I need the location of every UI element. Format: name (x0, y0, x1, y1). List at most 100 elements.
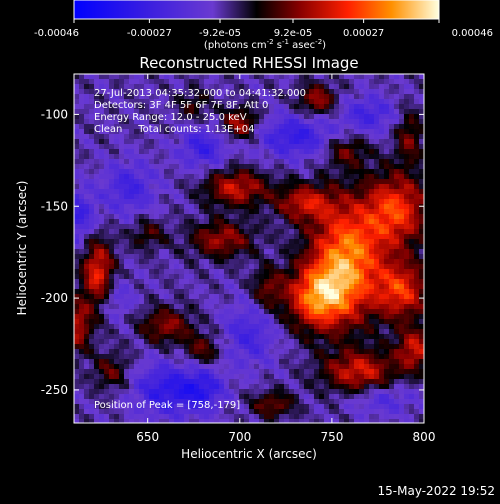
heatmap-cell (264, 239, 270, 245)
heatmap-cell (214, 114, 220, 120)
heatmap-cell (99, 209, 105, 215)
heatmap-cell (274, 179, 280, 185)
heatmap-cell (254, 274, 260, 280)
heatmap-cell (214, 129, 220, 135)
heatmap-cell (184, 229, 190, 235)
heatmap-cell (119, 179, 125, 185)
heatmap-cell (129, 79, 135, 85)
heatmap-cell (229, 164, 235, 170)
heatmap-cell (229, 144, 235, 150)
heatmap-cell (149, 129, 155, 135)
heatmap-cell (254, 174, 260, 180)
heatmap-cell (384, 219, 390, 225)
heatmap-cell (89, 339, 95, 345)
heatmap-cell (419, 154, 424, 160)
heatmap-cell (324, 314, 330, 320)
heatmap-cell (289, 219, 295, 225)
heatmap-cell (249, 144, 255, 150)
y-tick-label: -150 (41, 199, 68, 213)
heatmap-cell (124, 184, 130, 190)
heatmap-cell (174, 224, 180, 230)
heatmap-cell (279, 79, 285, 85)
heatmap-cell (324, 269, 330, 275)
heatmap-cell (399, 104, 405, 110)
heatmap-cell (219, 219, 225, 225)
heatmap-cell (244, 324, 250, 330)
heatmap-cell (124, 379, 130, 385)
heatmap-cell (319, 419, 325, 423)
heatmap-cell (414, 109, 420, 115)
heatmap-cell (364, 374, 370, 380)
heatmap-cell (174, 399, 180, 405)
heatmap-cell (249, 249, 255, 255)
heatmap-cell (334, 114, 340, 120)
heatmap-cell (264, 149, 270, 155)
heatmap-cell (74, 419, 80, 423)
heatmap-cell (139, 144, 145, 150)
heatmap-cell (224, 129, 230, 135)
heatmap-cell (404, 99, 410, 105)
heatmap-cell (229, 339, 235, 345)
heatmap-cell (329, 314, 335, 320)
heatmap-cell (154, 349, 160, 355)
heatmap-cell (394, 109, 400, 115)
heatmap-cell (214, 194, 220, 200)
heatmap-cell (179, 239, 185, 245)
heatmap-cell (359, 94, 365, 100)
heatmap-cell (369, 269, 375, 275)
heatmap-cell (234, 324, 240, 330)
heatmap-cell (149, 154, 155, 160)
heatmap-cell (314, 204, 320, 210)
heatmap-cell (304, 324, 310, 330)
heatmap-cell (124, 284, 130, 290)
heatmap-cell (374, 419, 380, 423)
heatmap-cell (344, 344, 350, 350)
heatmap-cell (149, 274, 155, 280)
heatmap-cell (89, 324, 95, 330)
heatmap-cell (89, 129, 95, 135)
heatmap-cell (304, 74, 310, 80)
heatmap-cell (244, 144, 250, 150)
heatmap-cell (214, 209, 220, 215)
heatmap-cell (129, 399, 135, 405)
heatmap-cell (394, 249, 400, 255)
heatmap-cell (404, 414, 410, 420)
heatmap-cell (74, 229, 80, 235)
heatmap-cell (74, 334, 80, 340)
heatmap-cell (99, 199, 105, 205)
heatmap-cell (349, 114, 355, 120)
heatmap-cell (99, 259, 105, 265)
heatmap-cell (114, 94, 120, 100)
heatmap-cell (289, 284, 295, 290)
heatmap-cell (354, 304, 360, 310)
heatmap-cell (94, 114, 100, 120)
heatmap-cell (164, 404, 170, 410)
heatmap-cell (379, 244, 385, 250)
heatmap-cell (274, 109, 280, 115)
heatmap-cell (399, 239, 405, 245)
heatmap-cell (249, 314, 255, 320)
heatmap-cell (209, 369, 215, 375)
heatmap-cell (239, 114, 245, 120)
heatmap-cell (204, 249, 210, 255)
heatmap-cell (174, 289, 180, 295)
heatmap-cell (224, 304, 230, 310)
heatmap-cell (159, 404, 165, 410)
heatmap-cell (404, 399, 410, 405)
annotation-clean-counts: Clean Total counts: 1.13E+04 (94, 124, 254, 135)
heatmap-cell (99, 309, 105, 315)
heatmap-cell (129, 389, 135, 395)
heatmap-cell (124, 354, 130, 360)
heatmap-cell (109, 389, 115, 395)
heatmap-cell (184, 114, 190, 120)
heatmap-cell (334, 159, 340, 165)
heatmap-cell (234, 274, 240, 280)
heatmap-cell (394, 219, 400, 225)
heatmap-cell (134, 84, 140, 90)
heatmap-cell (114, 419, 120, 423)
heatmap-cell (84, 244, 90, 250)
heatmap-cell (209, 104, 215, 110)
heatmap-cell (379, 124, 385, 130)
heatmap-cell (309, 139, 315, 145)
heatmap-cell (384, 109, 390, 115)
